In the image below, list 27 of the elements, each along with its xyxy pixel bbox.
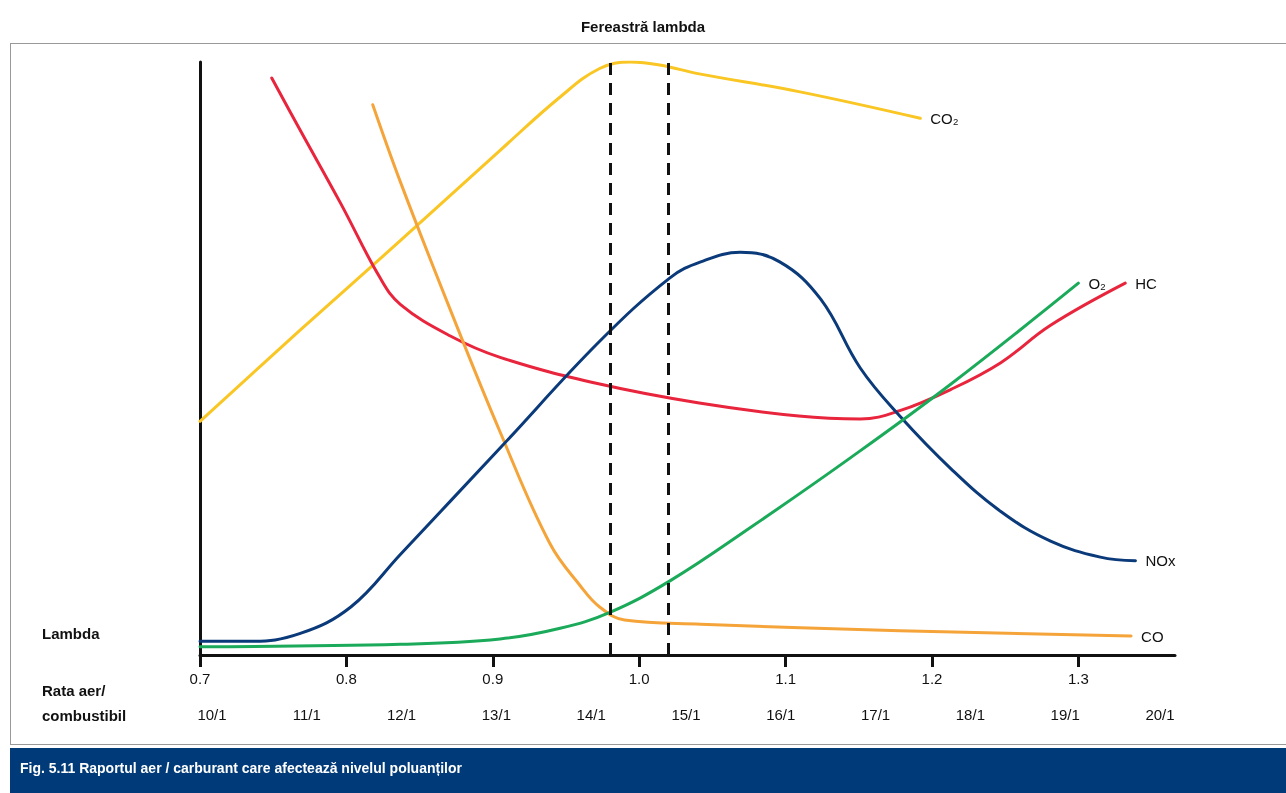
text: Rata aer/ combustibil [42,681,128,726]
x-tick-label: 1.3 [1067,670,1089,687]
x-tick-label: 1.0 [628,670,650,687]
text: 11/1 [291,706,322,723]
chart-title: Fereastră lambda [580,18,706,35]
x-tick-label: 1.2 [921,670,943,687]
text: 10/1 [196,706,228,723]
text: Lambda [42,625,100,642]
text: 14/1 [575,706,607,723]
x-tick-label: 1.1 [775,670,797,687]
text: 20/1 [1144,706,1176,723]
series-label: HC [1135,274,1158,292]
text: 18/1 [954,706,986,723]
series-label: O₂ [1088,274,1107,292]
text: 13/1 [480,706,512,723]
series-label: NOx [1145,552,1176,570]
x-tick-label: 0.7 [189,670,211,687]
text: 17/1 [860,706,892,723]
x-tick-label: 0.8 [335,670,357,687]
caption: Fig. 5.11 Raportul aer / carburant care afectează nivelul poluanților [10,748,1286,793]
text: 12/1 [386,706,418,723]
series-label: CO [1141,627,1164,645]
series-label: CO₂ [930,109,959,127]
text: 19/1 [1049,706,1081,723]
text: 15/1 [670,706,702,723]
x-tick-label: 0.9 [482,670,504,687]
text: 16/1 [765,706,797,723]
